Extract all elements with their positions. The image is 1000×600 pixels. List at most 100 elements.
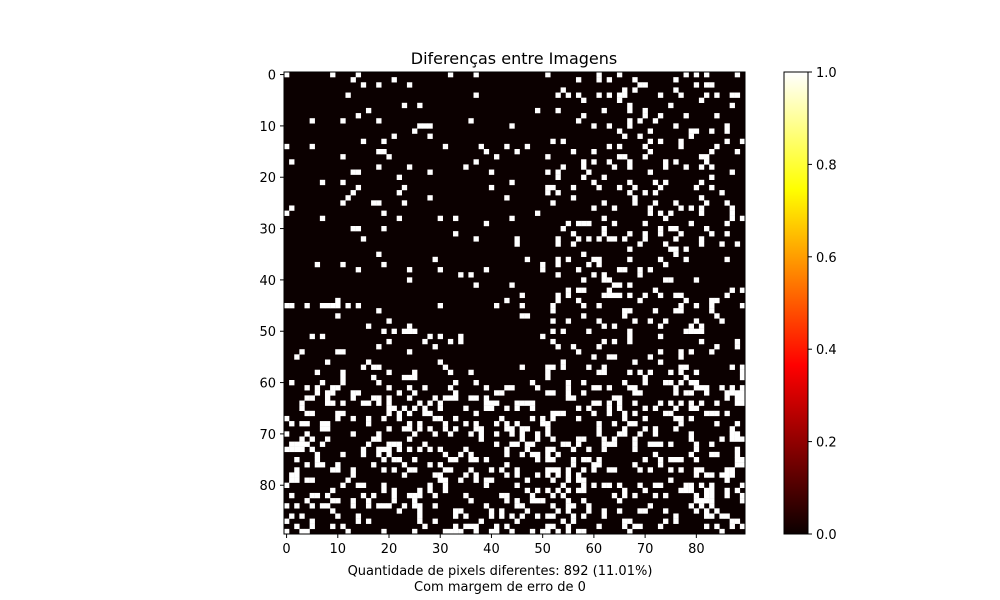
- diff-pixel: [376, 164, 382, 170]
- diff-pixel: [622, 313, 628, 319]
- diff-pixel: [381, 503, 387, 509]
- diff-pixel: [637, 467, 643, 473]
- diff-pixel: [739, 287, 746, 293]
- x-axis: 0 10 20 30 40 50 60 70 80: [282, 534, 705, 557]
- diff-pixel: [524, 441, 531, 447]
- diff-pixel: [324, 400, 331, 406]
- diff-pixel: [575, 472, 582, 478]
- diff-pixel: [688, 380, 694, 386]
- diff-pixel: [668, 369, 674, 376]
- diff-pixel: [453, 390, 459, 396]
- diff-pixel: [350, 467, 356, 473]
- diff-pixel: [386, 405, 392, 411]
- diff-pixel: [463, 523, 469, 530]
- diff-pixel: [729, 426, 735, 432]
- diff-pixel: [591, 272, 597, 278]
- diff-pixel: [627, 118, 633, 124]
- diff-pixel: [734, 241, 741, 247]
- diff-pixel: [555, 241, 561, 247]
- diff-pixel: [555, 528, 561, 535]
- diff-pixel: [365, 421, 372, 427]
- diff-pixel: [663, 179, 669, 186]
- diff-pixel: [360, 138, 367, 145]
- diff-pixel: [529, 451, 536, 458]
- diff-pixel: [514, 236, 520, 242]
- diff-pixel: [463, 513, 469, 519]
- diff-pixel: [396, 446, 403, 453]
- diff-pixel: [709, 308, 715, 314]
- diff-pixel: [360, 364, 367, 370]
- diff-pixel: [683, 113, 689, 119]
- diff-pixel: [463, 164, 469, 170]
- diff-pixel: [289, 205, 295, 211]
- diff-pixel: [534, 210, 541, 216]
- diff-pixel: [381, 457, 387, 463]
- diff-pixel: [688, 205, 694, 211]
- diff-pixel: [724, 467, 730, 473]
- diff-pixel: [575, 528, 582, 535]
- diff-pixel: [565, 390, 572, 396]
- diff-pixel: [678, 467, 684, 473]
- diff-pixel: [616, 184, 623, 191]
- diff-pixel: [570, 518, 577, 524]
- diff-pixel: [350, 395, 356, 401]
- diff-pixel: [724, 138, 730, 145]
- diff-pixel: [688, 390, 694, 396]
- diff-pixel: [550, 200, 556, 206]
- diff-pixel: [391, 457, 397, 463]
- diff-pixel: [581, 436, 587, 442]
- diff-pixel: [663, 508, 669, 514]
- diff-pixel: [693, 492, 700, 499]
- diff-pixel: [545, 457, 551, 463]
- diff-pixel: [627, 102, 633, 109]
- diff-pixel: [396, 410, 403, 417]
- diff-pixel: [555, 467, 561, 473]
- diff-pixel: [729, 467, 735, 473]
- diff-pixel: [586, 503, 592, 509]
- diff-pixel: [412, 390, 418, 396]
- diff-pixel: [330, 390, 336, 396]
- diff-pixel: [611, 323, 618, 329]
- diff-pixel: [545, 364, 551, 370]
- colorbar-axis: 0.0 0.2 0.4 0.6 0.8 1.0: [808, 66, 837, 543]
- diff-pixel: [560, 138, 566, 145]
- diff-pixel: [683, 328, 689, 334]
- diff-pixel: [627, 328, 633, 334]
- diff-pixel: [427, 410, 433, 417]
- diff-pixel: [376, 451, 382, 458]
- diff-pixel: [601, 482, 607, 488]
- diff-pixel: [637, 118, 643, 124]
- diff-pixel: [550, 446, 556, 453]
- diff-pixel: [555, 292, 561, 299]
- diff-pixel: [483, 220, 490, 227]
- heatmap-background: [284, 72, 745, 534]
- diff-pixel: [642, 380, 648, 386]
- diff-pixel: [652, 405, 659, 411]
- diff-pixel: [570, 195, 577, 201]
- diff-pixel: [488, 169, 495, 175]
- diff-pixel: [355, 482, 362, 488]
- diff-pixel: [488, 184, 495, 191]
- diff-pixel: [478, 426, 484, 432]
- diff-pixel: [729, 210, 735, 216]
- diff-pixel: [330, 303, 336, 309]
- diff-pixel: [284, 415, 290, 422]
- diff-pixel: [555, 261, 561, 268]
- diff-pixel: [647, 128, 653, 134]
- diff-pixel: [657, 184, 664, 191]
- diff-pixel: [570, 184, 577, 191]
- diff-pixel: [299, 349, 305, 355]
- diff-pixel: [688, 133, 694, 139]
- diff-pixel: [596, 77, 602, 83]
- diff-pixel: [294, 503, 300, 509]
- diff-pixel: [360, 82, 367, 88]
- diff-pixel: [616, 92, 623, 98]
- diff-pixel: [488, 477, 495, 483]
- diff-pixel: [555, 472, 561, 478]
- diff-pixel: [622, 87, 628, 93]
- diff-pixel: [386, 395, 392, 401]
- diff-pixel: [437, 215, 443, 222]
- diff-pixel: [427, 446, 433, 453]
- diff-pixel: [678, 205, 684, 211]
- diff-pixel: [468, 369, 474, 376]
